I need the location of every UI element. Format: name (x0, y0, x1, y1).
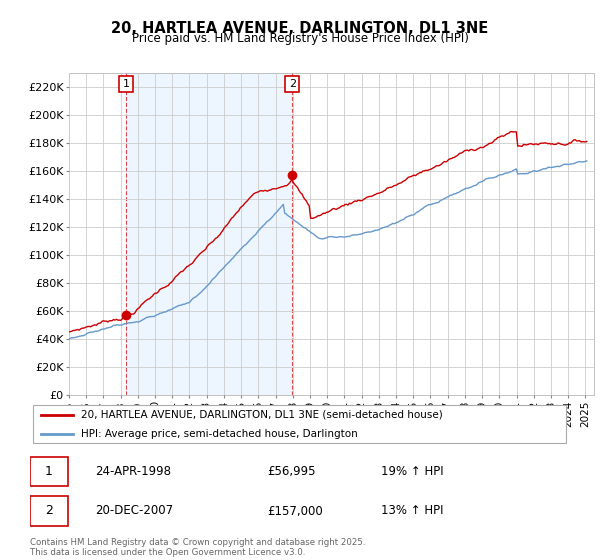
Text: 20-DEC-2007: 20-DEC-2007 (95, 505, 173, 517)
Text: 20, HARTLEA AVENUE, DARLINGTON, DL1 3NE (semi-detached house): 20, HARTLEA AVENUE, DARLINGTON, DL1 3NE … (82, 409, 443, 419)
Text: 20, HARTLEA AVENUE, DARLINGTON, DL1 3NE: 20, HARTLEA AVENUE, DARLINGTON, DL1 3NE (112, 21, 488, 36)
Bar (126, 73, 292, 395)
Text: 24-APR-1998: 24-APR-1998 (95, 465, 171, 478)
FancyBboxPatch shape (30, 496, 68, 525)
Text: 1: 1 (45, 465, 53, 478)
Text: Price paid vs. HM Land Registry's House Price Index (HPI): Price paid vs. HM Land Registry's House … (131, 32, 469, 45)
Text: 1: 1 (122, 79, 130, 89)
Text: £157,000: £157,000 (268, 505, 323, 517)
Text: 2: 2 (45, 505, 53, 517)
Text: £56,995: £56,995 (268, 465, 316, 478)
Text: 19% ↑ HPI: 19% ↑ HPI (381, 465, 443, 478)
FancyBboxPatch shape (30, 456, 68, 486)
Text: 13% ↑ HPI: 13% ↑ HPI (381, 505, 443, 517)
Text: Contains HM Land Registry data © Crown copyright and database right 2025.
This d: Contains HM Land Registry data © Crown c… (30, 538, 365, 557)
Text: 2: 2 (289, 79, 296, 89)
FancyBboxPatch shape (33, 405, 566, 443)
Text: HPI: Average price, semi-detached house, Darlington: HPI: Average price, semi-detached house,… (82, 429, 358, 439)
